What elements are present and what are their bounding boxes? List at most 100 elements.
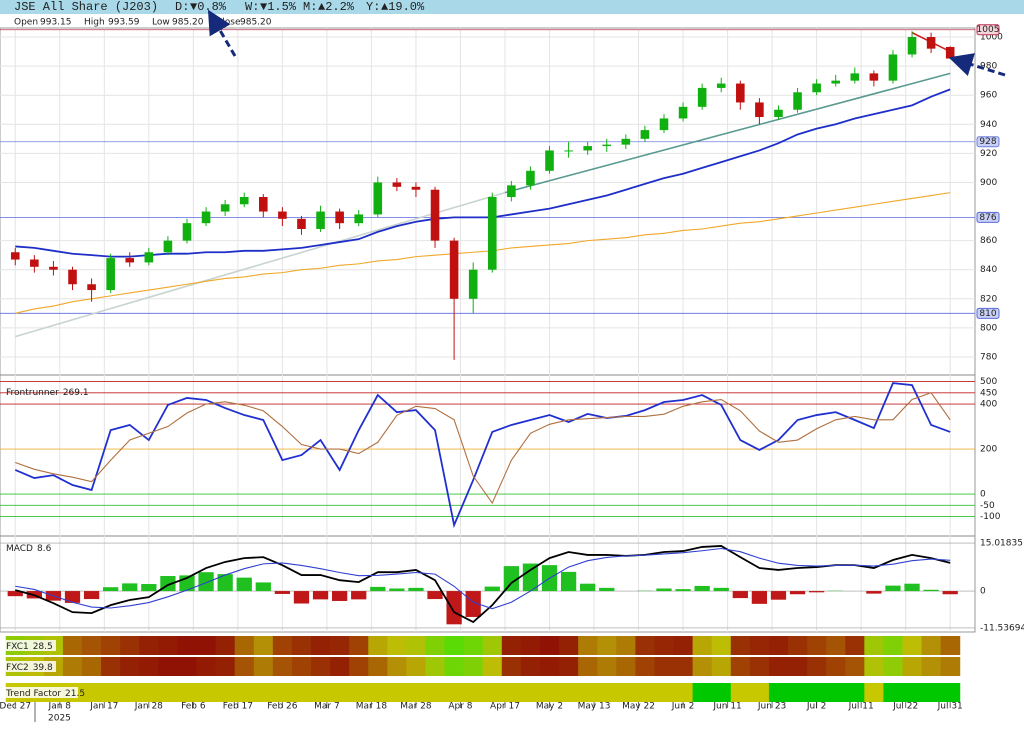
heat-cell bbox=[311, 636, 331, 655]
heat-cell bbox=[597, 657, 617, 676]
heat-cell bbox=[463, 657, 484, 676]
heat-cell bbox=[730, 636, 751, 655]
heat-cell bbox=[291, 657, 312, 676]
heat-cell bbox=[349, 636, 369, 655]
histogram-bar bbox=[675, 589, 691, 592]
candle-body bbox=[564, 150, 573, 152]
heat-cell bbox=[482, 657, 503, 676]
trend-cell bbox=[120, 683, 140, 702]
candle-body bbox=[106, 258, 115, 291]
panel-label: FXC1 28.5 bbox=[6, 642, 53, 652]
x-tick-label: May 2 bbox=[536, 702, 563, 712]
candle-body bbox=[87, 284, 96, 291]
histogram-bar bbox=[885, 585, 901, 592]
y-tick-label: 15.01835 bbox=[980, 539, 1023, 549]
candle-body bbox=[602, 144, 612, 147]
heat-cell bbox=[635, 636, 655, 655]
trend-cell bbox=[673, 683, 694, 702]
trend-cell bbox=[215, 683, 236, 702]
y-tick-label: 960 bbox=[980, 91, 997, 101]
heat-cell bbox=[826, 657, 846, 676]
heat-cell bbox=[501, 657, 522, 676]
candle-body bbox=[220, 204, 230, 212]
x-tick-label: Mar 7 bbox=[314, 702, 340, 712]
change-name: Y: bbox=[366, 0, 380, 14]
heat-cell bbox=[272, 636, 293, 655]
x-tick-label: Jan 8 bbox=[48, 702, 72, 712]
histogram-bar bbox=[809, 591, 825, 593]
heat-cell bbox=[711, 657, 732, 676]
panel-title: FXC2 bbox=[6, 663, 29, 673]
heat-cell bbox=[62, 657, 83, 676]
heat-cell bbox=[940, 636, 961, 655]
heat-cell bbox=[196, 657, 217, 676]
histogram-bar bbox=[560, 571, 577, 592]
change-name: M: bbox=[303, 0, 317, 14]
panel-label: Frontrunner 269.1 bbox=[6, 388, 89, 398]
candle-body bbox=[545, 150, 554, 171]
heat-cell bbox=[807, 657, 827, 676]
histogram-bar bbox=[751, 591, 768, 604]
heat-cell bbox=[311, 657, 331, 676]
y-tick-label: 800 bbox=[980, 323, 997, 333]
candle-body bbox=[907, 37, 917, 55]
heat-cell bbox=[253, 657, 274, 676]
trend-cell bbox=[158, 683, 178, 702]
candle-body bbox=[831, 80, 841, 84]
heat-cell bbox=[158, 636, 178, 655]
title: JSE All Share (J203) bbox=[14, 0, 158, 14]
candle-body bbox=[411, 186, 421, 190]
series-line bbox=[15, 547, 951, 610]
trend-cell bbox=[578, 683, 598, 702]
x-tick-label: Jul 2 bbox=[806, 702, 826, 712]
trend-cell bbox=[311, 683, 331, 702]
heat-cell bbox=[635, 657, 655, 676]
panel-value: 269.1 bbox=[63, 388, 89, 398]
histogram-bar bbox=[236, 577, 252, 592]
trend-cell bbox=[330, 683, 350, 702]
y-tick-label: 200 bbox=[980, 445, 997, 455]
heat-cell bbox=[711, 636, 732, 655]
heat-cell bbox=[673, 636, 694, 655]
y-tick-label: 920 bbox=[980, 149, 997, 159]
level-box bbox=[976, 24, 1000, 36]
trend-cell bbox=[139, 683, 159, 702]
change-name: D: bbox=[175, 0, 189, 14]
heat-cell bbox=[253, 636, 274, 655]
candle-body bbox=[10, 252, 20, 260]
candle-body bbox=[526, 170, 535, 186]
heat-cell bbox=[139, 657, 159, 676]
y-tick-label: 400 bbox=[980, 400, 997, 410]
heat-cell bbox=[749, 657, 770, 676]
histogram-bar bbox=[732, 591, 748, 599]
candle-body bbox=[373, 182, 383, 215]
y-tick-label: 1000 bbox=[980, 33, 1003, 43]
heat-cell bbox=[826, 636, 846, 655]
panel-label: Trend Factor 21.5 bbox=[5, 689, 85, 699]
candle-body bbox=[736, 83, 745, 103]
candle-body bbox=[182, 223, 192, 241]
trend-cell bbox=[196, 683, 217, 702]
candle-body bbox=[239, 196, 249, 205]
trend-cell bbox=[406, 683, 426, 702]
candle-body bbox=[888, 54, 898, 81]
level-label: 928 bbox=[979, 137, 996, 147]
y-tick-label: 0 bbox=[980, 587, 986, 597]
histogram-bar bbox=[370, 586, 386, 592]
heat-cell bbox=[158, 657, 178, 676]
histogram-bar bbox=[274, 591, 291, 594]
y-tick-label: 0 bbox=[980, 490, 986, 500]
x-tick-label: Jul 11 bbox=[848, 702, 874, 712]
histogram-bar bbox=[656, 588, 672, 592]
candle-body bbox=[945, 46, 955, 59]
candle-body bbox=[583, 146, 592, 151]
x-tick-label: Jan 28 bbox=[134, 702, 163, 712]
heat-cell bbox=[234, 636, 255, 655]
candle-body bbox=[774, 109, 783, 118]
heat-cell bbox=[62, 636, 83, 655]
histogram-bar bbox=[331, 591, 348, 601]
trend-cell bbox=[368, 683, 388, 702]
level-box bbox=[976, 307, 1000, 319]
trend-cell bbox=[425, 683, 446, 702]
